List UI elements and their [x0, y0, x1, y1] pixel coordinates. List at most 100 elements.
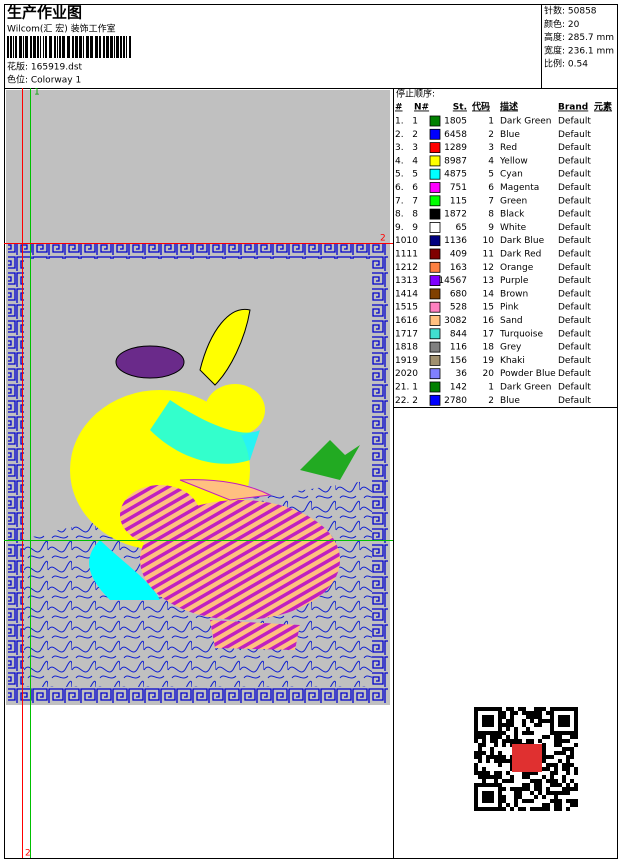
qr-cell — [498, 795, 502, 799]
qr-cell — [502, 779, 506, 783]
qr-cell — [562, 775, 566, 779]
qr-cell — [494, 707, 498, 711]
bar-stripe — [110, 36, 113, 58]
description: Grey — [500, 343, 522, 353]
code: 8 — [488, 210, 494, 220]
qr-cell — [526, 727, 530, 731]
qr-cell — [474, 715, 478, 719]
code: 7 — [488, 196, 494, 206]
qr-cell — [478, 771, 482, 775]
code: 14 — [483, 289, 495, 299]
needle: 7 — [412, 196, 418, 206]
qr-cell — [498, 731, 502, 735]
title: 生产作业图 — [7, 4, 82, 22]
qr-cell — [474, 767, 478, 771]
bar-stripe — [86, 36, 89, 58]
qr-cell — [490, 715, 494, 719]
qr-cell — [570, 707, 574, 711]
code: 11 — [483, 250, 494, 260]
bar-stripe — [19, 36, 22, 58]
qr-cell — [522, 707, 526, 711]
code: 9 — [488, 223, 494, 233]
qr-cell — [486, 731, 490, 735]
qr-cell — [542, 759, 546, 763]
stitches: 4875 — [444, 170, 467, 180]
bar-stripe — [40, 36, 41, 58]
qr-cell — [566, 799, 570, 803]
qr-cell — [526, 799, 530, 803]
qr-cell — [530, 799, 534, 803]
qr-cell — [478, 747, 482, 751]
qr-cell — [550, 763, 554, 767]
code: 5 — [488, 170, 494, 180]
qr-cell — [550, 711, 554, 715]
qr-cell — [490, 735, 494, 739]
qr-cell — [506, 739, 510, 743]
qr-cell — [530, 807, 534, 811]
qr-cell — [502, 799, 506, 803]
qr-cell — [482, 731, 486, 735]
qr-cell — [534, 795, 538, 799]
needle: 12 — [407, 263, 418, 273]
qr-cell — [522, 711, 526, 715]
info-line: 颜色: 20 — [544, 18, 580, 30]
qr-cell — [566, 715, 570, 719]
qr-cell — [514, 739, 518, 743]
qr-cell — [478, 731, 482, 735]
needle: 14 — [407, 289, 419, 299]
qr-cell — [562, 767, 566, 771]
qr-cell — [574, 735, 578, 739]
table-caption: 停止顺序: — [396, 88, 435, 100]
qr-cell — [554, 791, 558, 795]
qr-cell — [502, 743, 506, 747]
qr-cell — [502, 759, 506, 763]
row-number: 7. — [395, 196, 404, 206]
qr-cell — [518, 739, 522, 743]
qr-cell — [502, 731, 506, 735]
description: Yellow — [499, 156, 528, 166]
qr-cell — [574, 799, 578, 803]
needle: 2 — [412, 130, 418, 140]
description: Brown — [500, 289, 528, 299]
bar-stripe — [99, 36, 101, 58]
marker: 2 — [380, 234, 386, 244]
code: 3 — [488, 143, 494, 153]
qr-cell — [534, 771, 538, 775]
qr-cell — [558, 751, 562, 755]
needle: 1 — [412, 117, 418, 127]
color-swatch — [429, 248, 441, 260]
qr-cell — [498, 715, 502, 719]
qr-cell — [558, 719, 562, 723]
qr-cell — [522, 799, 526, 803]
bar-stripe — [49, 36, 52, 58]
qr-cell — [554, 795, 558, 799]
qr-cell — [554, 767, 558, 771]
code: 20 — [483, 369, 495, 379]
bar-stripe — [10, 36, 12, 58]
stitches: 844 — [450, 329, 467, 339]
bar-stripe — [106, 36, 109, 58]
qr-cell — [538, 715, 542, 719]
row-number: 14. — [395, 289, 409, 299]
qr-cell — [486, 723, 490, 727]
qr-cell — [574, 719, 578, 723]
qr-cell — [534, 723, 538, 727]
row-number: 18. — [395, 343, 409, 353]
qr-cell — [558, 791, 562, 795]
qr-cell — [562, 723, 566, 727]
needle: 4 — [412, 156, 418, 166]
qr-cell — [530, 711, 534, 715]
qr-cell — [486, 783, 490, 787]
bar-stripe — [114, 36, 115, 58]
qr-seal — [512, 744, 542, 772]
row-number: 10. — [395, 236, 409, 246]
qr-cell — [554, 783, 558, 787]
color-swatch — [429, 115, 441, 127]
qr-cell — [574, 727, 578, 731]
qr-cell — [518, 791, 522, 795]
qr-cell — [554, 731, 558, 735]
qr-cell — [482, 751, 486, 755]
qr-cell — [546, 779, 550, 783]
qr-cell — [558, 715, 562, 719]
